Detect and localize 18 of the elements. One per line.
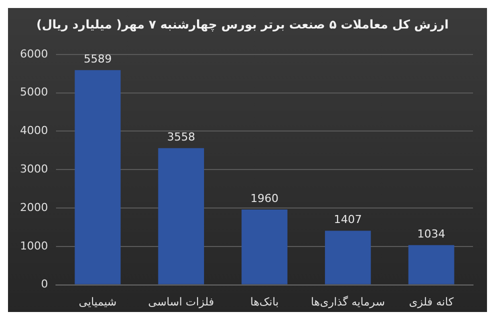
y-tick-label: 4000 bbox=[20, 124, 48, 138]
data-label: 5589 bbox=[84, 52, 112, 66]
x-tick-label: سرمایه گذاری‌ها bbox=[310, 295, 385, 308]
y-tick-label: 3000 bbox=[20, 162, 48, 176]
y-tick-label: 6000 bbox=[20, 47, 48, 60]
data-label: 1960 bbox=[250, 192, 278, 205]
y-tick-label: 5000 bbox=[20, 86, 48, 99]
chart-title: ارزش کل معاملات ۵ صنعت برتر بورس چهارشنبه ۷ مهر( میلیارد ریال) bbox=[36, 17, 449, 32]
x-tick-label: بانک‌ها bbox=[250, 295, 279, 308]
y-tick-label: 1000 bbox=[20, 239, 48, 252]
data-label: 1034 bbox=[417, 227, 446, 240]
data-label: 1407 bbox=[334, 213, 362, 226]
x-tick-label: فلزات اساسی bbox=[148, 295, 214, 308]
y-tick-label: 2000 bbox=[20, 200, 48, 214]
x-tick-label: کانه فلزی bbox=[408, 295, 454, 308]
data-label: 3558 bbox=[167, 130, 196, 144]
x-tick-label: شیمیایی bbox=[78, 295, 117, 308]
y-tick-label: 0 bbox=[40, 278, 48, 291]
